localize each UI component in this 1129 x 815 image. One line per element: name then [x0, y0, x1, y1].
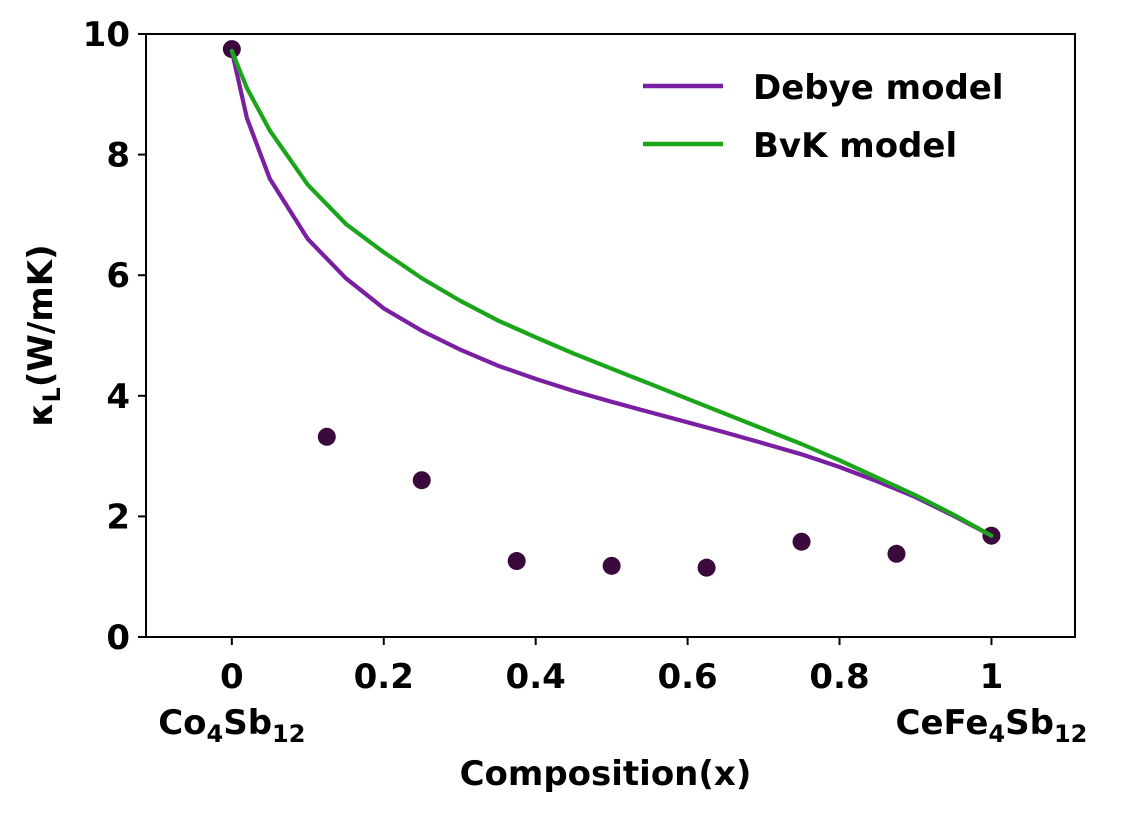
- legend: Debye model BvK model: [643, 68, 1004, 166]
- series-line-1: [229, 48, 994, 538]
- formula-part: Sb: [1005, 703, 1054, 743]
- y-title-subscript: L: [38, 387, 66, 402]
- x-tick-label: 0: [220, 657, 244, 697]
- y-tick-label: 4: [106, 377, 130, 417]
- x-tick-label: 0.4: [506, 657, 566, 697]
- formula-part: 12: [272, 720, 305, 748]
- plot-frame: [145, 33, 1076, 638]
- data-point: [507, 552, 526, 571]
- x-tick-label: 0.2: [354, 657, 414, 697]
- endpoint-label-left: Co4Sb12: [158, 703, 305, 748]
- formula-part: CeFe: [896, 703, 989, 743]
- series-line-0: [229, 48, 994, 538]
- data-point: [792, 532, 811, 551]
- data-point: [412, 471, 431, 490]
- y-tick-label: 0: [106, 618, 130, 658]
- y-title-units: (W/mK): [21, 244, 61, 387]
- data-point: [697, 558, 716, 577]
- y-tick-label: 8: [106, 136, 130, 176]
- formula-part: 12: [1054, 720, 1087, 748]
- y-title-symbol: κ: [21, 402, 61, 426]
- legend-label: Debye model: [753, 68, 1004, 108]
- data-point: [602, 556, 621, 575]
- formula-part: Co: [158, 703, 206, 743]
- formula-part: Sb: [223, 703, 272, 743]
- x-axis-title: Composition(x): [460, 754, 752, 794]
- data-point: [887, 544, 906, 563]
- y-tick-label: 6: [106, 256, 130, 296]
- y-tick-label: 10: [83, 15, 130, 55]
- formula-part: 4: [207, 720, 224, 748]
- x-tick-label: 0.8: [809, 657, 869, 697]
- data-point: [317, 427, 336, 446]
- x-tick-label: 1: [980, 657, 1004, 697]
- formula-part: 4: [988, 720, 1005, 748]
- plot-area: [145, 33, 1076, 638]
- y-axis: 0 2 4 6 8 10 κL(W/mK): [21, 15, 146, 658]
- y-tick-label: 2: [106, 497, 130, 537]
- legend-label: BvK model: [753, 126, 957, 166]
- y-axis-title: κL(W/mK): [21, 244, 66, 426]
- endpoint-label-right: CeFe4Sb12: [896, 703, 1088, 748]
- x-tick-label: 0.6: [657, 657, 717, 697]
